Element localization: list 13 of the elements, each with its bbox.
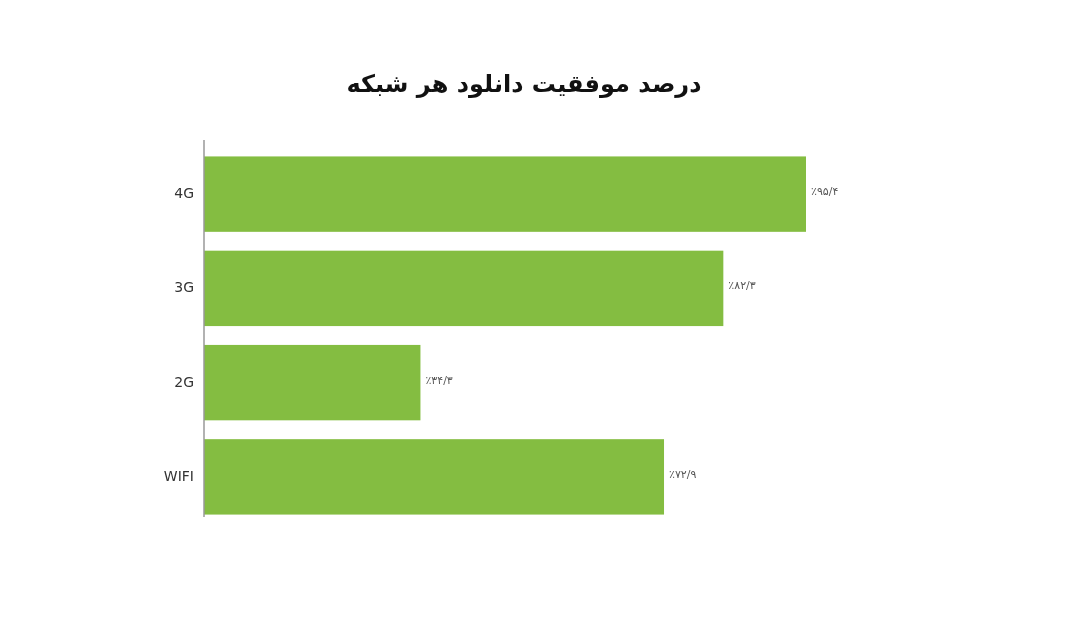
y-tick-label: 4G [174, 185, 194, 202]
y-tick-label: 3G [174, 279, 194, 296]
bar [204, 156, 806, 232]
y-tick-label: 2G [174, 373, 194, 390]
data-label: ٪۸۲/۳ [728, 279, 756, 293]
data-label: ٪۷۲/۹ [669, 467, 697, 481]
bar [204, 250, 724, 327]
chart-title: درصد موفقیت دانلود هر شبکه [346, 70, 702, 98]
bar [204, 344, 421, 421]
bar [204, 439, 665, 515]
data-label: ٪۳۴/۳ [425, 373, 453, 387]
y-tick-label: WIFI [163, 467, 194, 484]
data-label: ٪۹۵/۴ [811, 185, 839, 199]
